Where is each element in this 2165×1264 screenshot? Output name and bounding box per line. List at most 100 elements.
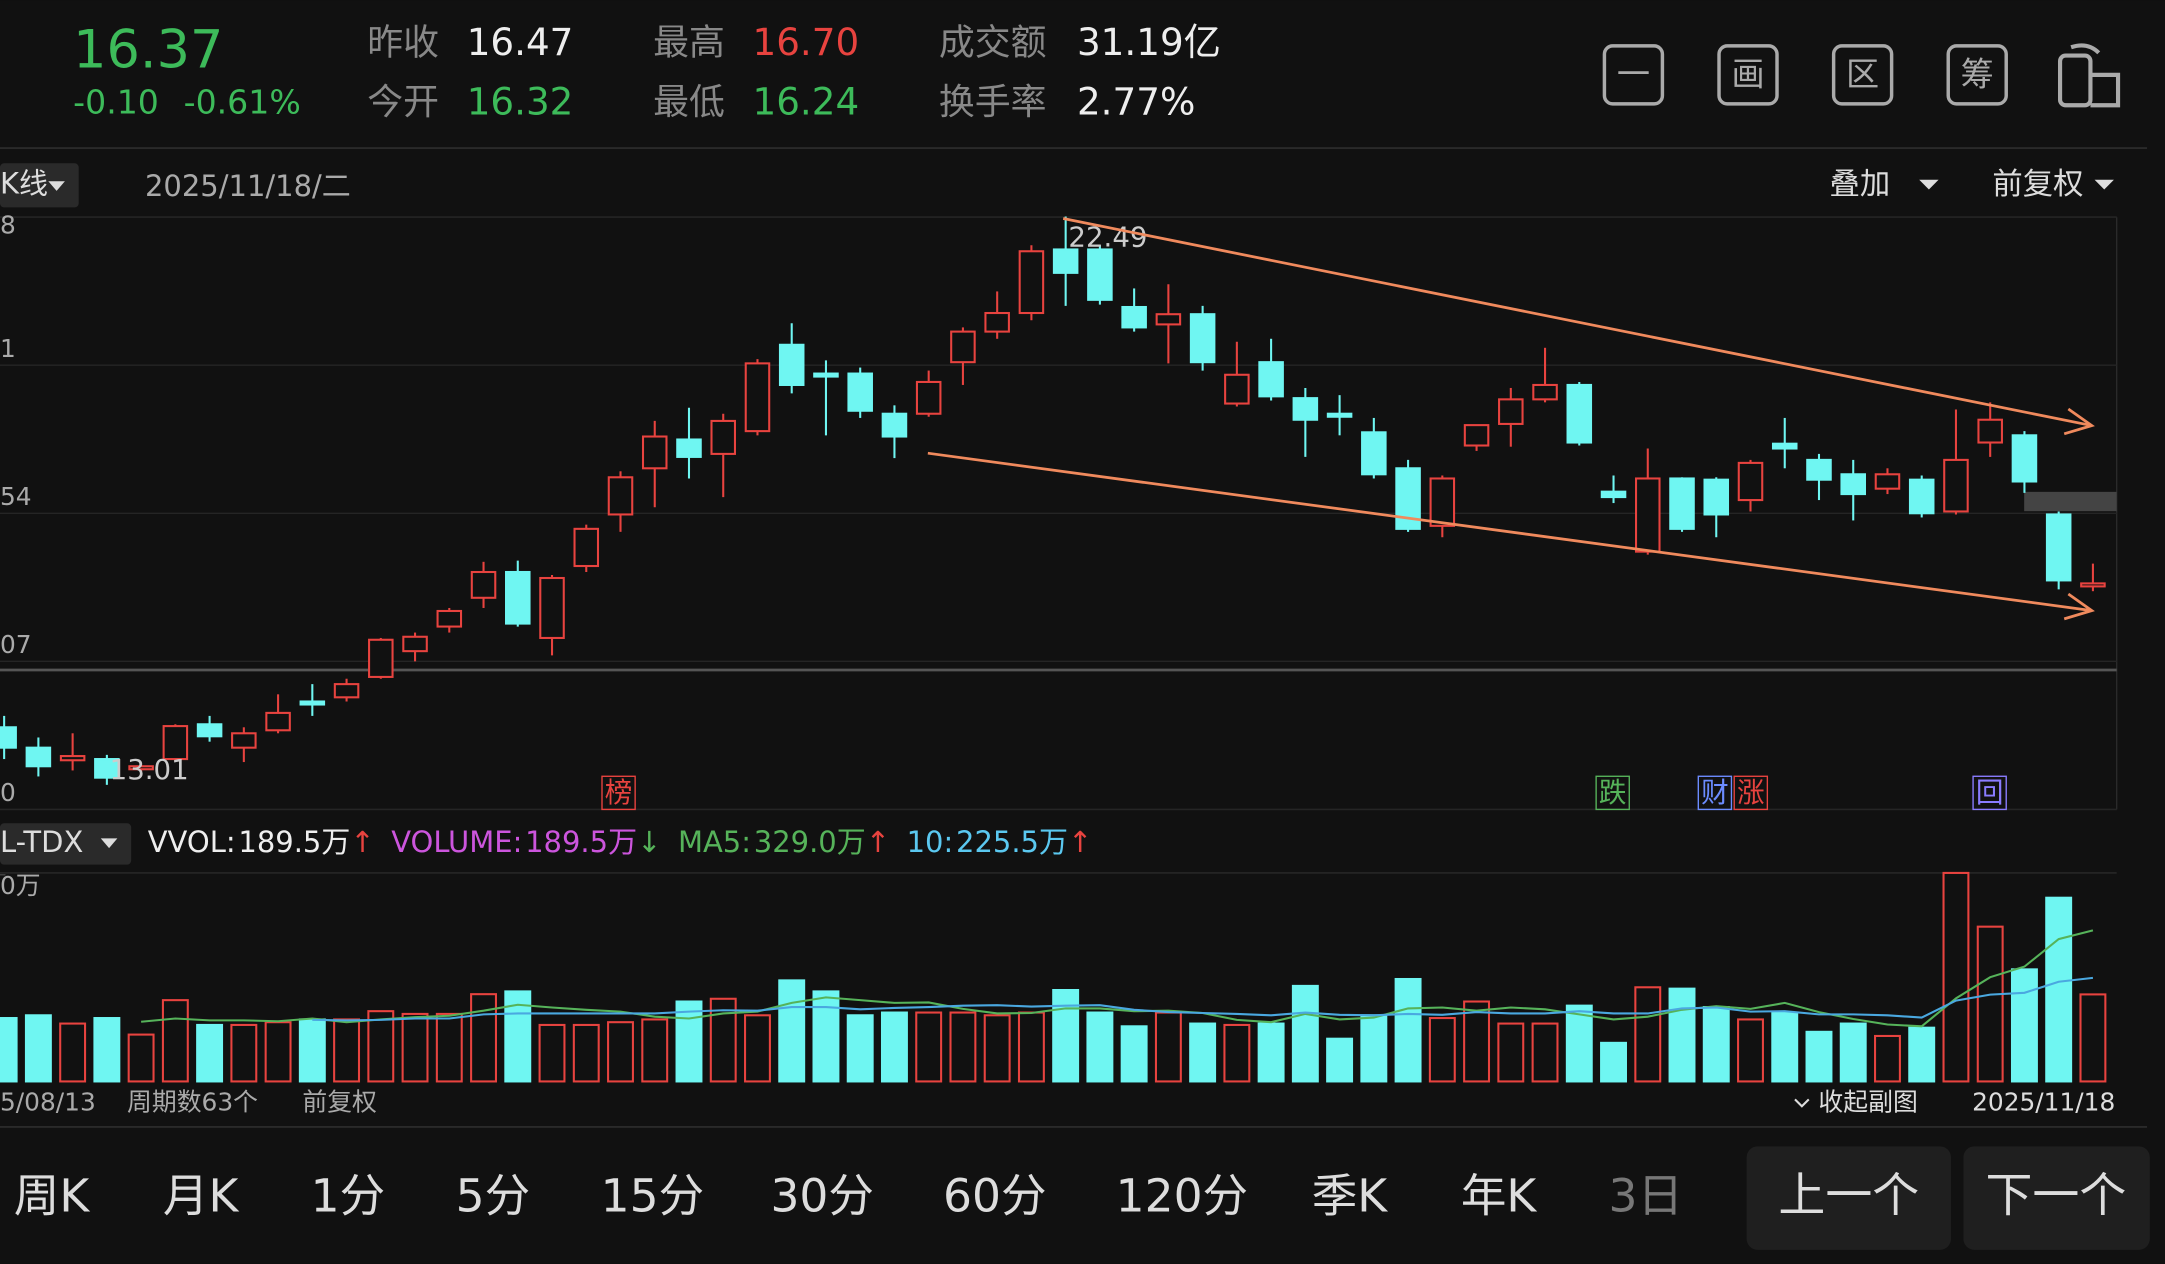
volume-bar: [401, 1012, 429, 1083]
volume-bar: [1565, 1004, 1593, 1083]
period-tab[interactable]: 15分: [601, 1169, 705, 1222]
stat-value: 16.70: [753, 20, 860, 64]
dropdown-arrow: [100, 838, 118, 849]
candle-body: [1908, 478, 1935, 515]
event-marker[interactable]: [1595, 775, 1630, 811]
volume-bar: [1668, 987, 1696, 1083]
legend-arrow: ↑: [350, 825, 374, 859]
volume-bar: [1531, 1022, 1559, 1083]
event-marker[interactable]: [1697, 775, 1733, 811]
candle-body: [984, 311, 1010, 333]
phone-icon[interactable]: [2057, 43, 2121, 108]
tool-button[interactable]: [1831, 44, 1894, 106]
stats: 昨收 16.47 今开 16.32 最高 16.70 最低 16.24 成交额 31.19亿换手率…: [367, 20, 1221, 123]
stat-value: 16.32: [467, 79, 574, 123]
candle-body: [2080, 582, 2106, 588]
candle-body: [1429, 477, 1456, 527]
candle-body: [470, 570, 497, 599]
adjust-button[interactable]: 前复权: [1992, 167, 2083, 202]
volume-bar: [298, 1018, 326, 1083]
candle-body: [607, 476, 634, 516]
next-button-bg[interactable]: [1963, 1146, 2150, 1250]
period-tab[interactable]: 3日: [1609, 1169, 1684, 1222]
volume-bar: [1360, 1014, 1388, 1083]
volume-bar: [915, 1011, 943, 1083]
candle-body: [436, 609, 463, 628]
end-date: 2025/11/18: [1972, 1088, 2115, 1117]
price-chart: 0 07 54 1 8 22.49 13.01 榜 跌 财涨 回: [0, 211, 2117, 811]
candle-body: [1189, 313, 1216, 364]
tool-button[interactable]: [1946, 44, 2008, 106]
volume-bar: [24, 1014, 52, 1083]
volume-bar: [983, 1014, 1011, 1083]
period-tab[interactable]: 60分: [943, 1169, 1047, 1222]
arrow-head: [2063, 592, 2095, 621]
period-tab[interactable]: 1分: [311, 1169, 386, 1222]
candle-body: [162, 725, 189, 761]
candle-body: [1292, 397, 1319, 421]
volume-bar: [880, 1011, 908, 1083]
tool-button[interactable]: [1717, 44, 1779, 106]
volume-bar: [1428, 1017, 1456, 1083]
tool-button[interactable]: [1602, 44, 1665, 106]
volume-bar: [59, 1022, 87, 1083]
candle-body: [2011, 434, 2038, 483]
stat-value: 16.47: [467, 20, 574, 64]
candle-body: [710, 419, 737, 455]
volume-bar: [333, 1018, 361, 1083]
volume-bar: [1223, 1023, 1251, 1083]
collapse-button[interactable]: 收起副图: [1818, 1088, 1917, 1117]
volume-bar: [93, 1017, 121, 1083]
candle-body: [402, 635, 428, 653]
period-button[interactable]: [0, 163, 79, 208]
stat-label: 最高: [653, 22, 725, 63]
candle-body: [1258, 361, 1284, 398]
period-tab[interactable]: 30分: [770, 1169, 874, 1222]
legend-value: 329.0万: [754, 825, 866, 859]
next-button[interactable]: 下一个: [1986, 1168, 2127, 1223]
period-tab[interactable]: 周K: [14, 1169, 91, 1222]
legend-value: 189.5万: [238, 825, 350, 859]
candle-body: [1771, 442, 1798, 450]
legend-name: VVOL:: [148, 825, 236, 859]
event-label: 跌: [1599, 776, 1627, 809]
event-marker[interactable]: [1972, 775, 2007, 811]
candle-body: [881, 412, 908, 438]
period-tab[interactable]: 季K: [1312, 1169, 1389, 1222]
volume-bar: [1942, 871, 1970, 1083]
candle-body: [1703, 478, 1730, 516]
candle-body: [1361, 431, 1387, 476]
period-tab[interactable]: 5分: [456, 1169, 531, 1222]
candle-body: [0, 726, 17, 749]
tool-label: 筹: [1961, 55, 1994, 94]
volume-chart: 0万: [0, 871, 2107, 1083]
candle-body: [25, 746, 52, 768]
candle-body: [231, 732, 257, 749]
event-marker[interactable]: [1733, 775, 1769, 811]
period-tab[interactable]: 120分: [1116, 1169, 1248, 1222]
prev-button-bg[interactable]: [1746, 1146, 1951, 1250]
stat-label: 成交额: [939, 22, 1047, 63]
volume-bar: [230, 1023, 258, 1083]
dropdown-arrow: [1919, 179, 1939, 190]
candle-body: [299, 700, 326, 706]
stat-value: 2.77%: [1077, 79, 1195, 123]
indicator-button[interactable]: [0, 823, 132, 865]
y-tick-label: 8: [0, 211, 16, 240]
arrow-head: [2063, 407, 2095, 436]
overlay-button[interactable]: 叠加: [1829, 167, 1890, 202]
period-tab[interactable]: 月K: [163, 1169, 240, 1222]
volume-bar: [1394, 977, 1422, 1083]
period-tab[interactable]: 年K: [1461, 1169, 1538, 1222]
event-marker[interactable]: [601, 775, 636, 811]
volume-bar: [607, 1021, 634, 1083]
legend-arrow: ↑: [1068, 825, 1092, 859]
prev-button[interactable]: 上一个: [1778, 1168, 1919, 1223]
ma-line: [141, 929, 2094, 1028]
candle-body: [1224, 373, 1250, 405]
candle-body: [1943, 458, 1969, 513]
volume-bar: [1634, 986, 1662, 1083]
volume-bar: [127, 1033, 155, 1083]
